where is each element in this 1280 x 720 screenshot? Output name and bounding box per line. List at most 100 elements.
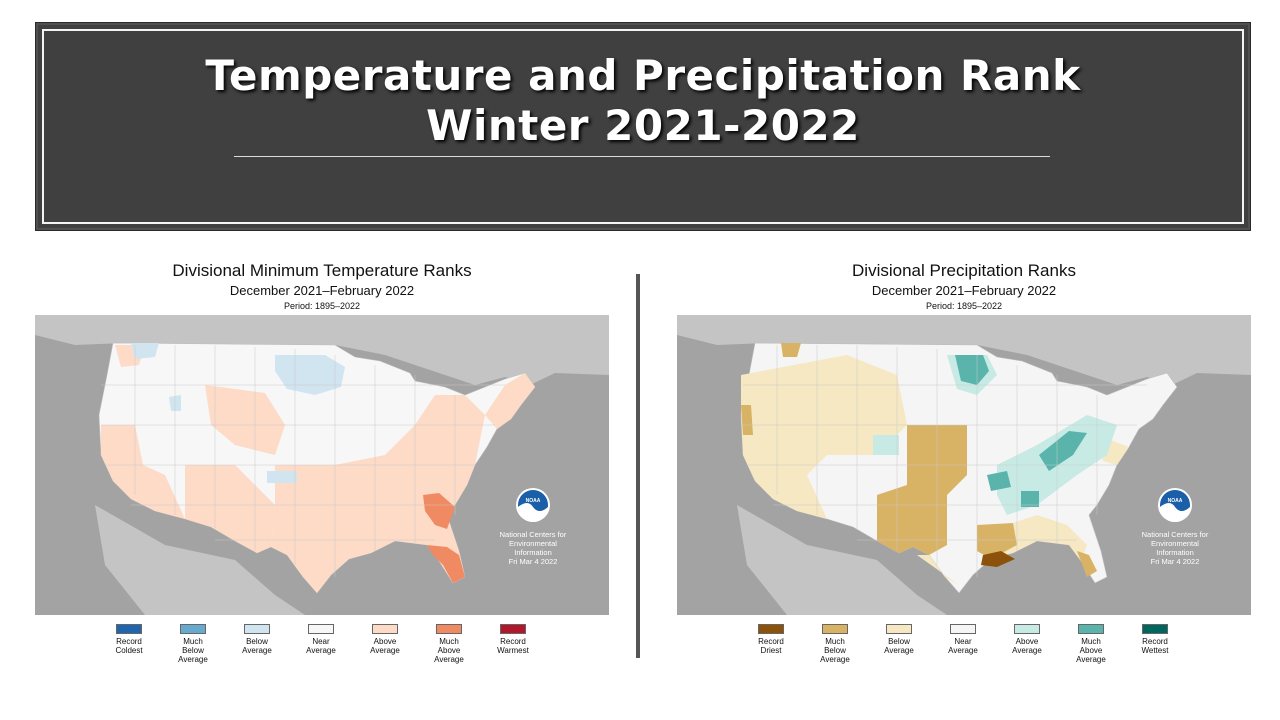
precipitation-legend: Record Driest Much Below Average Below A…: [739, 624, 1199, 674]
temperature-map-title: Divisional Minimum Temperature Ranks: [172, 261, 472, 280]
legend-item: Record Coldest: [97, 624, 161, 655]
legend-label: Much Above Average: [434, 637, 464, 664]
climate-division-lines: [743, 345, 1147, 577]
precip-much-below-california: [741, 405, 753, 435]
legend-swatch: [180, 624, 206, 634]
slide-title: Temperature and Precipitation Rank Winte…: [38, 51, 1248, 151]
banner-frame: [42, 29, 1244, 224]
legend-item: Near Average: [289, 624, 353, 655]
legend-item: Record Wettest: [1123, 624, 1187, 655]
legend-swatch: [372, 624, 398, 634]
legend-item: Above Average: [995, 624, 1059, 655]
precip-much-above-minnesota: [955, 355, 989, 385]
legend-label: Near Average: [306, 637, 336, 655]
credit-line-3: Information: [1156, 548, 1194, 557]
precipitation-rank-map: NOAA National Centers for Environmental …: [677, 315, 1251, 615]
legend-label: Much Below Average: [820, 637, 850, 664]
temp-above-southeast: [271, 395, 485, 593]
legend-label: Record Warmest: [497, 637, 529, 655]
temperature-rank-panel: Divisional Minimum Temperature Ranks Dec…: [35, 258, 609, 678]
noaa-logo: NOAA: [1158, 488, 1192, 522]
credit-date: Fri Mar 4 2022: [1151, 557, 1200, 566]
precip-much-below-gulf: [977, 523, 1017, 559]
legend-swatch: [822, 624, 848, 634]
precip-record-driest-louisiana: [981, 551, 1015, 567]
credit-line-2: Environmental: [1151, 539, 1199, 548]
precip-much-below-plains: [877, 425, 967, 555]
slide-title-line-2: Winter 2021-2022: [426, 101, 860, 150]
legend-swatch: [244, 624, 270, 634]
legend-item: Near Average: [931, 624, 995, 655]
legend-swatch: [886, 624, 912, 634]
precip-much-above-alabama: [1021, 491, 1039, 507]
credit-line-1: National Centers for: [1142, 530, 1209, 539]
title-underline: [234, 156, 1050, 157]
legend-item: Much Below Average: [161, 624, 225, 664]
temperature-map-subtitle: December 2021–February 2022: [229, 283, 415, 298]
legend-swatch: [758, 624, 784, 634]
precipitation-map-title: Divisional Precipitation Ranks: [852, 261, 1076, 280]
temp-much-above-carolinas: [423, 493, 455, 529]
credit-date: Fri Mar 4 2022: [509, 557, 558, 566]
temp-above-southwest: [185, 465, 275, 553]
legend-label: Much Below Average: [178, 637, 208, 664]
legend-label: Record Coldest: [115, 637, 143, 655]
legend-item: Below Average: [225, 624, 289, 655]
noaa-logo-text: NOAA: [526, 498, 541, 504]
canada-landmass: [677, 315, 1251, 385]
legend-swatch: [116, 624, 142, 634]
legend-label: Near Average: [948, 637, 978, 655]
legend-swatch: [436, 624, 462, 634]
temp-above-west: [101, 425, 185, 519]
climate-division-lines: [101, 345, 505, 577]
panel-divider: [636, 274, 640, 658]
title-banner: Temperature and Precipitation Rank Winte…: [35, 22, 1251, 231]
precip-much-above-kentucky: [1039, 431, 1087, 471]
legend-item: Much Above Average: [1059, 624, 1123, 664]
mexico-landmass: [737, 505, 947, 615]
legend-label: Below Average: [242, 637, 272, 655]
temp-much-above-florida: [427, 545, 465, 583]
precipitation-rank-panel: Divisional Precipitation Ranks December …: [677, 258, 1251, 678]
legend-swatch: [950, 624, 976, 634]
legend-label: Much Above Average: [1076, 637, 1106, 664]
canada-landmass: [35, 315, 609, 385]
legend-item: Record Warmest: [481, 624, 545, 655]
legend-label: Record Driest: [758, 637, 784, 655]
precip-much-below-nw: [781, 343, 801, 357]
legend-label: Above Average: [1012, 637, 1042, 655]
precipitation-map-period: Period: 1895–2022: [925, 301, 1003, 311]
legend-swatch: [308, 624, 334, 634]
temp-below-plains: [267, 471, 297, 483]
precip-much-below-florida: [1077, 551, 1097, 577]
temp-above-northeast: [485, 373, 535, 429]
legend-label: Record Wettest: [1141, 637, 1169, 655]
temp-below-northwest: [131, 343, 159, 359]
mexico-landmass: [95, 505, 305, 615]
credit-line-2: Environmental: [509, 539, 557, 548]
precip-below-texas-coast: [917, 555, 959, 585]
legend-swatch: [1014, 624, 1040, 634]
slide-title-line-1: Temperature and Precipitation Rank: [205, 51, 1081, 100]
precip-much-above-tennessee: [987, 471, 1011, 491]
precipitation-map-subtitle: December 2021–February 2022: [871, 283, 1057, 298]
noaa-logo: NOAA: [516, 488, 550, 522]
legend-swatch: [500, 624, 526, 634]
legend-item: Below Average: [867, 624, 931, 655]
legend-item: Above Average: [353, 624, 417, 655]
credit-line-1: National Centers for: [500, 530, 567, 539]
legend-item: Much Below Average: [803, 624, 867, 664]
noaa-logo-text: NOAA: [1168, 498, 1183, 504]
temp-above-central: [205, 385, 285, 455]
temperature-rank-map: NOAA National Centers for Environmental …: [35, 315, 609, 615]
credit-line-3: Information: [514, 548, 552, 557]
legend-label: Above Average: [370, 637, 400, 655]
temperature-legend: Record Coldest Much Below Average Below …: [97, 624, 557, 674]
legend-label: Below Average: [884, 637, 914, 655]
legend-swatch: [1142, 624, 1168, 634]
legend-item: Much Above Average: [417, 624, 481, 664]
legend-item: Record Driest: [739, 624, 803, 655]
precip-above-colorado: [873, 435, 899, 455]
legend-swatch: [1078, 624, 1104, 634]
temperature-map-period: Period: 1895–2022: [283, 301, 361, 311]
